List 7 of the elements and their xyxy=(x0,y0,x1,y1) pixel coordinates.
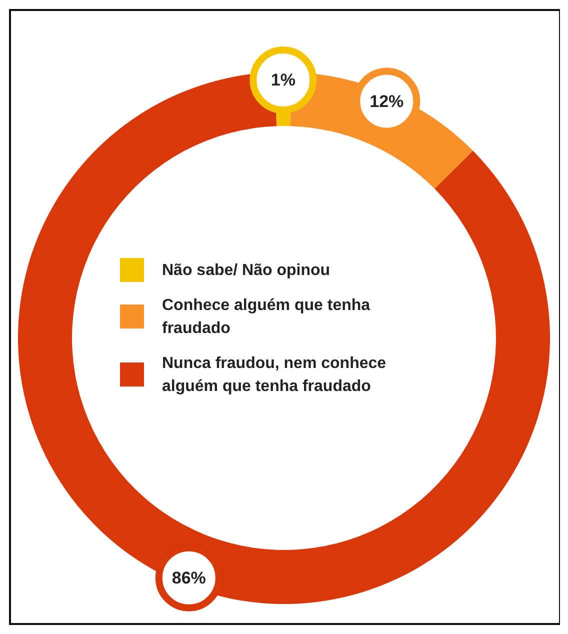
legend-label: Nunca fraudou, nem conhece alguém que tenha fraudado xyxy=(162,355,386,395)
donut-slice xyxy=(18,72,550,604)
data-label: 12% xyxy=(370,92,404,111)
data-label: 86% xyxy=(172,568,206,588)
legend-label: Não sabe/ Não opinou xyxy=(162,262,330,279)
legend-label: Conhece alguém que tenha fraudado xyxy=(162,297,370,337)
data-label: 1% xyxy=(270,70,296,90)
